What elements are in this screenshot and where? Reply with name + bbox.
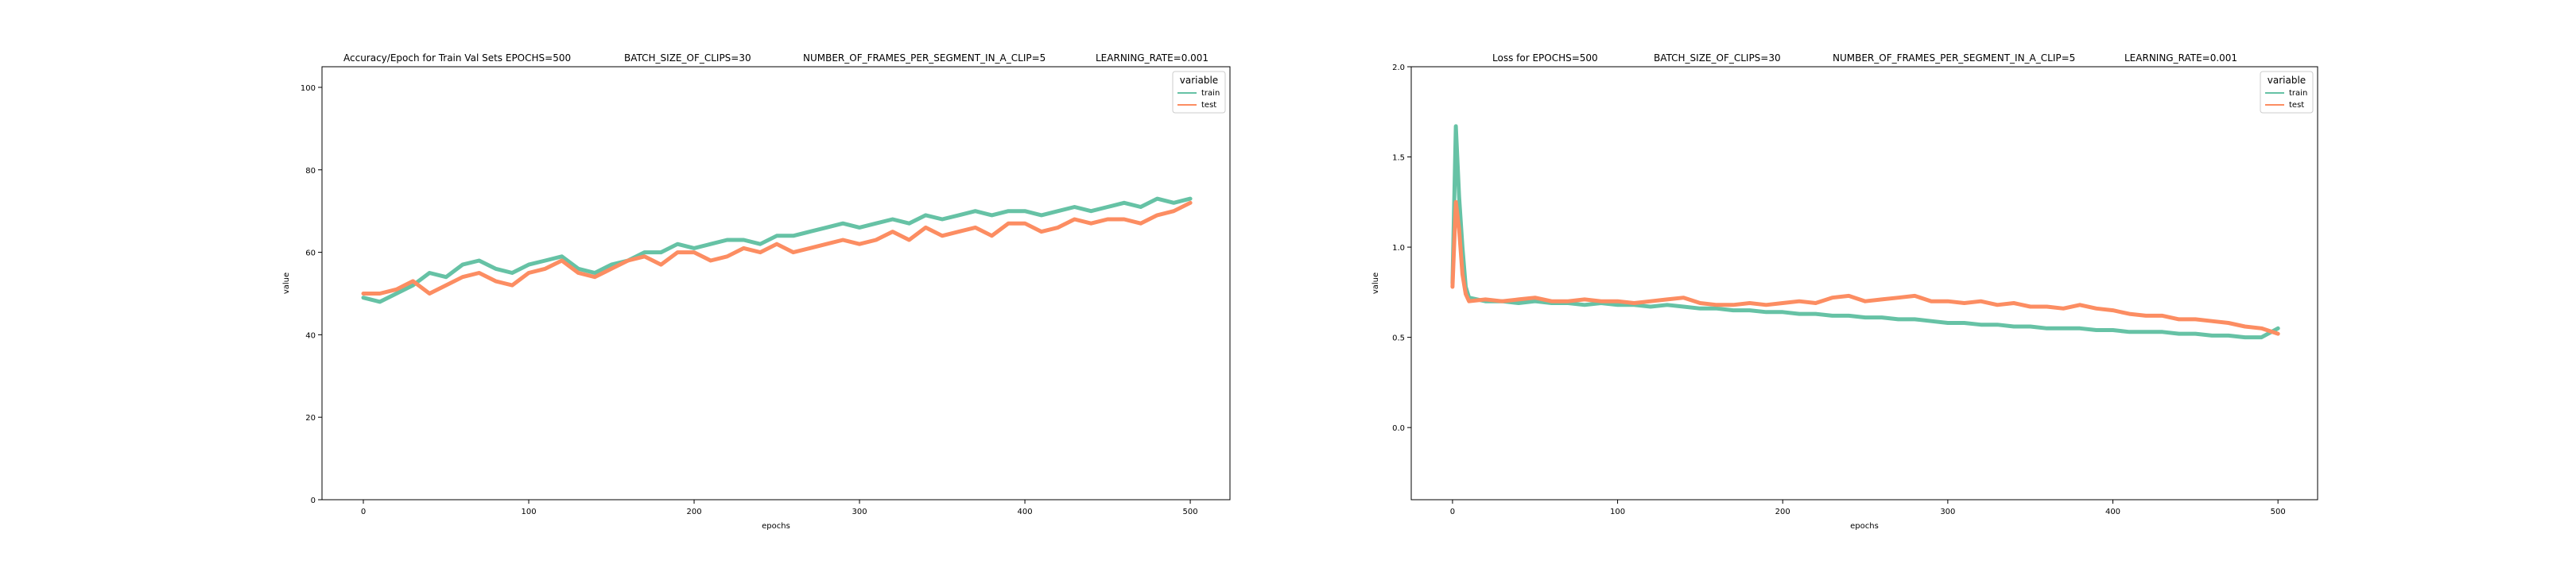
chart-title-part: NUMBER_OF_FRAMES_PER_SEGMENT_IN_A_CLIP=5 <box>803 52 1046 64</box>
x-axis-label: epochs <box>762 522 790 531</box>
chart-title-part: BATCH_SIZE_OF_CLIPS=30 <box>1654 52 1781 64</box>
y-tick-label: 40 <box>305 331 316 340</box>
x-axis-label: epochs <box>1850 522 1879 531</box>
series-line-train <box>361 196 1193 304</box>
x-tick-label: 400 <box>2105 508 2120 516</box>
x-tick-label: 500 <box>1183 508 1198 516</box>
legend-label-train: train <box>2289 89 2307 98</box>
y-tick-label: 100 <box>301 84 316 93</box>
y-tick-label: 0 <box>311 497 316 505</box>
legend: variable train test <box>2260 71 2314 114</box>
chart-title-part: LEARNING_RATE=0.001 <box>1096 52 1208 64</box>
x-tick-label: 200 <box>1775 508 1790 516</box>
y-tick-label: 0.5 <box>1392 334 1405 343</box>
legend-label-test: test <box>1201 101 1216 110</box>
y-tick-label: 1.5 <box>1392 154 1405 163</box>
x-tick-label: 300 <box>1940 508 1955 516</box>
legend-label-test: test <box>2289 101 2304 110</box>
x-tick-label: 300 <box>852 508 867 516</box>
chart-title-part: BATCH_SIZE_OF_CLIPS=30 <box>624 52 751 64</box>
series-line-test <box>361 200 1193 296</box>
plot-area <box>1410 66 2318 500</box>
x-tick-label: 400 <box>1018 508 1033 516</box>
chart-title-part: NUMBER_OF_FRAMES_PER_SEGMENT_IN_A_CLIP=5 <box>1833 52 2075 64</box>
series-line-train <box>1450 124 2280 340</box>
y-tick-label: 0.0 <box>1392 424 1405 433</box>
y-tick-label: 1.0 <box>1392 244 1405 253</box>
legend-box <box>1172 71 1226 114</box>
accuracy-chart: 0 100 200 300 400 500 0 20 40 60 80 100 epochs value A… <box>282 52 1231 531</box>
legend: variable train test <box>1172 71 1226 114</box>
x-tick-label: 0 <box>1450 508 1455 516</box>
x-tick-label: 500 <box>2271 508 2286 516</box>
x-tick-label: 100 <box>1610 508 1625 516</box>
y-tick-label: 60 <box>305 249 316 258</box>
y-tick-label: 2.0 <box>1392 64 1405 72</box>
y-tick-label: 20 <box>305 414 316 423</box>
legend-box <box>2260 71 2314 114</box>
y-tick-label: 80 <box>305 167 316 176</box>
legend-title: variable <box>2268 75 2306 86</box>
series-line-test <box>1450 199 2280 336</box>
legend-title: variable <box>1180 75 1218 86</box>
legend-label-train: train <box>1201 89 1220 98</box>
x-tick-label: 200 <box>686 508 701 516</box>
loss-chart: 0 100 200 300 400 500 0.0 0.5 1.0 1.5 2.0 epochs val… <box>1371 52 2318 531</box>
chart-title-part: Accuracy/Epoch for Train Val Sets EPOCHS… <box>343 52 571 64</box>
chart-title-part: LEARNING_RATE=0.001 <box>2124 52 2237 64</box>
plot-area <box>321 66 1231 500</box>
y-axis-label: value <box>282 272 291 294</box>
x-tick-label: 0 <box>361 508 366 516</box>
y-axis-label: value <box>1371 272 1380 294</box>
x-tick-label: 100 <box>521 508 536 516</box>
chart-title-part: Loss for EPOCHS=500 <box>1492 52 1598 64</box>
